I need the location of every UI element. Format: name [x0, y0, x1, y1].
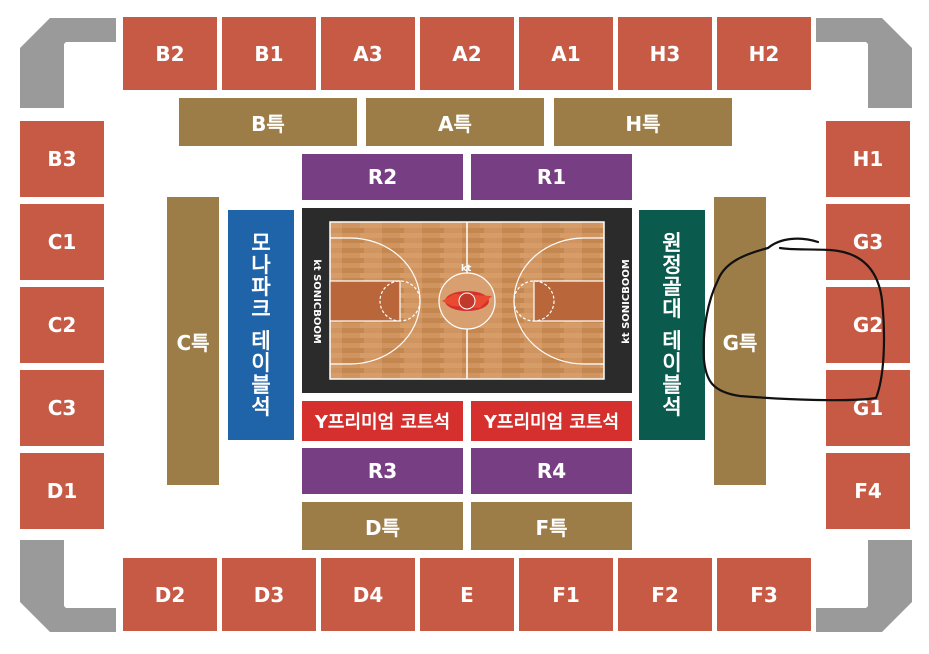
away-table-char: 석 [662, 395, 682, 420]
section-d1[interactable]: D1 [20, 453, 104, 529]
home-table-char: 이 [251, 351, 271, 376]
sponsor-left: kt SONICBOOM [310, 259, 322, 344]
home-table-char: 석 [251, 395, 271, 420]
away-table-char: 대 [662, 296, 682, 321]
section-c-special[interactable]: C특 [167, 197, 219, 485]
section-g-special[interactable]: G특 [714, 197, 766, 485]
section-d4[interactable]: D4 [321, 558, 415, 631]
section-f3[interactable]: F3 [717, 558, 811, 631]
section-r1[interactable]: R1 [471, 154, 632, 200]
court-drawing [329, 221, 605, 380]
home-table-char: 크 [251, 296, 271, 321]
corner-top-left [20, 18, 116, 108]
section-g1[interactable]: G1 [826, 370, 910, 446]
section-b2[interactable]: B2 [123, 17, 217, 90]
section-f1[interactable]: F1 [519, 558, 613, 631]
away-table-char: 이 [662, 351, 682, 376]
corner-bottom-left [20, 540, 116, 632]
section-f-special[interactable]: F특 [471, 502, 632, 550]
court-logo-small: kt [461, 264, 472, 274]
section-a2[interactable]: A2 [420, 17, 514, 90]
away-table-char: 테 [662, 329, 682, 353]
sponsor-right: kt SONICBOOM [620, 259, 632, 344]
section-f2[interactable]: F2 [618, 558, 712, 631]
section-a3[interactable]: A3 [321, 17, 415, 90]
section-b-special[interactable]: B특 [179, 98, 357, 146]
section-c3[interactable]: C3 [20, 370, 104, 446]
away-table-char: 원 [662, 230, 682, 255]
section-h1[interactable]: H1 [826, 121, 910, 197]
home-table-char: 파 [251, 274, 271, 299]
section-d-special[interactable]: D특 [302, 502, 463, 550]
section-h3[interactable]: H3 [618, 17, 712, 90]
section-c2[interactable]: C2 [20, 287, 104, 363]
corner-top-right [816, 18, 912, 108]
away-table-char: 골 [662, 274, 682, 299]
section-a-special[interactable]: A특 [366, 98, 544, 146]
section-h-special[interactable]: H특 [554, 98, 732, 146]
away-table-char: 정 [662, 252, 682, 277]
section-r3[interactable]: R3 [302, 448, 463, 494]
section-r2[interactable]: R2 [302, 154, 463, 200]
section-a1[interactable]: A1 [519, 17, 613, 90]
section-r4[interactable]: R4 [471, 448, 632, 494]
section-d2[interactable]: D2 [123, 558, 217, 631]
home-table-seats[interactable]: 모 나 파 크 테 이 블 석 [228, 210, 294, 440]
away-table-char: 블 [662, 373, 682, 398]
away-table-seats[interactable]: 원 정 골 대 테 이 블 석 [639, 210, 705, 440]
home-table-char: 테 [251, 329, 271, 353]
section-b1[interactable]: B1 [222, 17, 316, 90]
section-h2[interactable]: H2 [717, 17, 811, 90]
home-table-char: 모 [251, 230, 271, 255]
section-d3[interactable]: D3 [222, 558, 316, 631]
section-c1[interactable]: C1 [20, 204, 104, 280]
home-table-char: 블 [251, 373, 271, 398]
premium-court-seats-left[interactable]: Y프리미엄 코트석 [302, 401, 463, 441]
section-b3[interactable]: B3 [20, 121, 104, 197]
section-f4[interactable]: F4 [826, 453, 910, 529]
premium-court-seats-right[interactable]: Y프리미엄 코트석 [471, 401, 632, 441]
corner-bottom-right [816, 540, 912, 632]
section-g2[interactable]: G2 [826, 287, 910, 363]
home-table-char: 나 [251, 252, 271, 277]
section-e[interactable]: E [420, 558, 514, 631]
basketball-court: kt kt SONICBOOM kt SONICBOOM [302, 208, 632, 393]
section-g3[interactable]: G3 [826, 204, 910, 280]
